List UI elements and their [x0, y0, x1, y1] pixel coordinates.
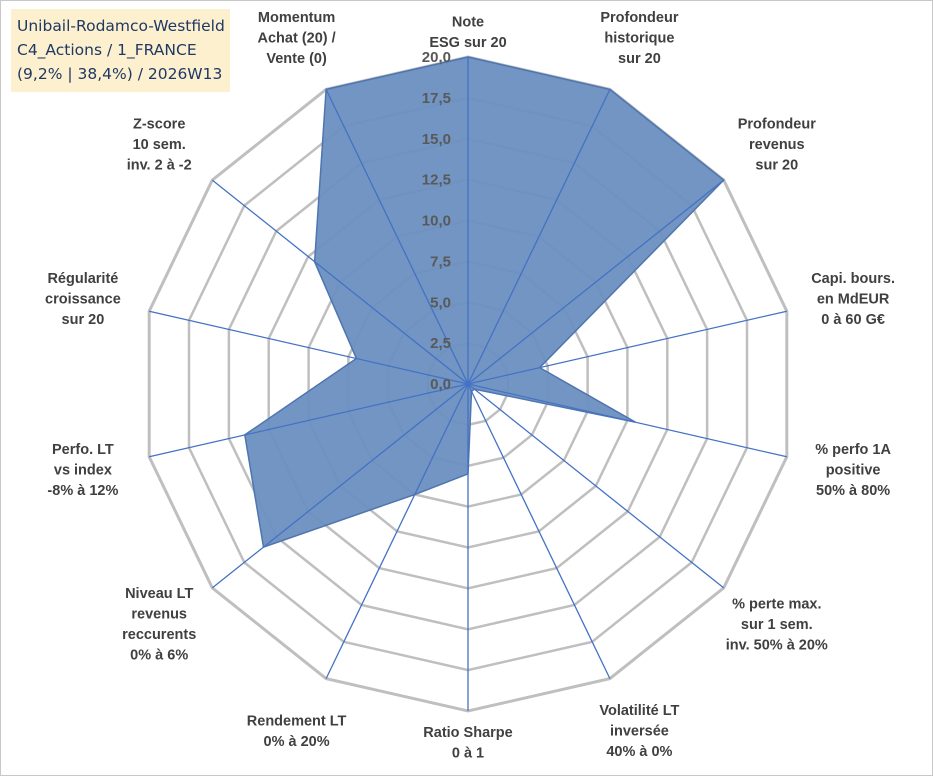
tick-label: 0,0: [430, 376, 451, 393]
axis-label-line: Profondeur: [600, 10, 678, 26]
axis-label: % perte max. sur 1 sem. inv. 50% à 20%: [726, 596, 828, 653]
tick-label: 7,5: [430, 253, 451, 270]
axis-label: % perfo 1A positive 50% à 80%: [815, 442, 891, 499]
axis-label-line: 40% à 0%: [606, 744, 672, 760]
axis-label: Ratio Sharpe 0 à 1: [423, 725, 512, 762]
axis-label: Niveau LT revenus reccurents 0% à 6%: [122, 586, 196, 664]
axis-label-line: 50% à 80%: [816, 483, 890, 499]
axis-label: Volatilité LT inversée 40% à 0%: [599, 703, 679, 760]
tick-label: 17,5: [422, 90, 451, 107]
axis-label: Momentum Achat (20) / Vente (0): [258, 10, 336, 67]
axis-label-line: historique: [604, 30, 674, 46]
axis-label-line: 0 à 60 G€: [821, 312, 885, 328]
radar-spokes: [149, 57, 787, 711]
axis-label-line: 0% à 20%: [264, 734, 330, 750]
axis-label-line: 0 à 1: [452, 746, 484, 762]
axis-label-line: Momentum: [258, 10, 335, 26]
axis-label-line: % perfo 1A: [815, 442, 891, 458]
axis-label-line: positive: [826, 463, 881, 479]
axis-label-line: revenus: [749, 137, 805, 153]
series-area: [243, 56, 725, 549]
axis-spoke: [211, 179, 469, 385]
axis-label: Capi. bours. en MdEUR 0 à 60 G€: [811, 271, 895, 328]
axis-label-line: Rendement LT: [247, 713, 347, 729]
axis-label: Profondeur revenus sur 20: [738, 117, 816, 174]
axis-label-line: vs index: [54, 463, 112, 479]
axis-spoke: [467, 89, 611, 385]
axis-label-line: Volatilité LT: [599, 703, 679, 719]
tick-label: 5,0: [430, 294, 451, 311]
axis-spoke: [467, 310, 787, 385]
axis-label-line: 0% à 6%: [130, 648, 188, 664]
axis-label-line: inv. 50% à 20%: [726, 637, 828, 653]
axis-label-line: Ratio Sharpe: [423, 725, 512, 741]
axis-spoke: [467, 383, 611, 679]
axis-label-line: reccurents: [122, 627, 196, 643]
axis-label-line: Profondeur: [738, 117, 816, 133]
axis-spoke: [325, 89, 469, 385]
axis-spoke: [467, 383, 787, 458]
tick-label: 2,5: [430, 335, 451, 352]
axis-spoke: [149, 310, 469, 385]
tick-label: 12,5: [422, 172, 451, 189]
axis-label-line: croissance: [45, 291, 121, 307]
axis-labels: Note ESG sur 20 Profondeur historique sur 20…: [45, 10, 895, 762]
axis-label: Régularité croissance sur 20: [45, 271, 121, 328]
axis-label-line: -8% à 12%: [47, 483, 118, 499]
axis-label-line: inv. 2 à -2: [127, 158, 192, 174]
axis-label: Note ESG sur 20: [429, 15, 506, 52]
period-label: (9,2% | 38,4%) / 2026W13: [17, 65, 223, 83]
axis-label-line: Capi. bours.: [811, 271, 895, 287]
axis-label-line: Régularité: [47, 271, 118, 287]
tick-label: 15,0: [422, 131, 451, 148]
axis-label-line: Note: [452, 15, 484, 31]
axis-label-line: sur 20: [62, 312, 105, 328]
axis-label-line: revenus: [131, 607, 187, 623]
axis-label-line: en MdEUR: [817, 291, 890, 307]
radar-series: [243, 56, 725, 549]
category-label: C4_Actions / 1_FRANCE: [17, 41, 197, 59]
axis-spoke: [325, 383, 469, 679]
axis-label-line: Z-score: [133, 117, 185, 133]
axis-label-line: % perte max.: [732, 596, 821, 612]
axis-label: Rendement LT 0% à 20%: [247, 713, 347, 750]
axis-spoke: [467, 383, 725, 589]
axis-label-line: sur 20: [755, 158, 798, 174]
axis-label-line: Perfo. LT: [52, 442, 114, 458]
axis-label-line: sur 20: [618, 51, 661, 67]
axis-label-line: ESG sur 20: [429, 35, 506, 51]
info-box: Unibail-Rodamco-Westfield C4_Actions / 1…: [11, 9, 230, 92]
tick-label: 20,0: [422, 49, 451, 66]
axis-label-line: Vente (0): [266, 51, 327, 67]
tick-label: 10,0: [422, 213, 451, 230]
axis-label-line: Niveau LT: [125, 586, 193, 602]
axis-label: Profondeur historique sur 20: [600, 10, 678, 67]
axis-spoke: [149, 383, 469, 458]
company-name: Unibail-Rodamco-Westfield: [17, 17, 225, 35]
axis-label: Z-score 10 sem. inv. 2 à -2: [127, 117, 192, 174]
radial-tick-labels: 0,0 2,5 5,0 7,5 10,0 12,5 15,0 17,5 20,0: [422, 49, 451, 393]
axis-label-line: 10 sem.: [133, 137, 186, 153]
axis-label-line: inversée: [610, 724, 669, 740]
axis-label-line: Achat (20) /: [258, 30, 336, 46]
axis-spoke: [467, 179, 725, 385]
axis-label: Perfo. LT vs index -8% à 12%: [47, 442, 118, 499]
axis-label-line: sur 1 sem.: [741, 617, 813, 633]
axis-spoke: [211, 383, 469, 589]
